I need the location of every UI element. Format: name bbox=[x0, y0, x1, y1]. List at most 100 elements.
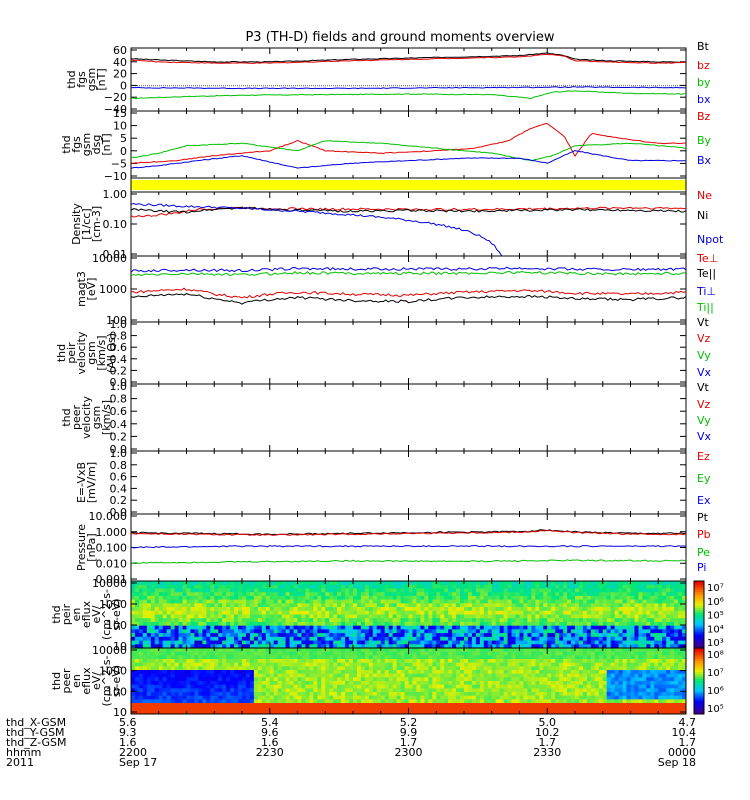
footer-row-label: hhmm bbox=[6, 746, 41, 759]
svg-text:[eV]: [eV] bbox=[85, 278, 98, 301]
svg-text:velocity: velocity bbox=[75, 331, 88, 374]
legend-entry: Vx bbox=[697, 366, 712, 379]
footer-value: Sep 18 bbox=[658, 756, 696, 769]
series-line bbox=[130, 86, 687, 90]
y-tick-label: 100 bbox=[106, 685, 127, 698]
svg-text:gsm: gsm bbox=[85, 341, 98, 364]
svg-text:sr-eV): sr-eV) bbox=[110, 598, 123, 630]
colorbar-tick: 10⁵ bbox=[707, 704, 724, 715]
footer-value: 1.6 bbox=[261, 736, 279, 749]
svg-text:Density: Density bbox=[70, 203, 83, 245]
svg-text:fgs: fgs bbox=[75, 71, 88, 88]
y-tick-label: 0.4 bbox=[110, 482, 128, 495]
series-line bbox=[130, 545, 687, 549]
legend-entry: Vx bbox=[697, 430, 712, 443]
y-tick-label: 1000 bbox=[99, 598, 127, 611]
panel-frame bbox=[130, 255, 687, 323]
footer-value: 2300 bbox=[395, 746, 423, 759]
panels: 6040200−20−40thdfgsgsm[nT]Btbzbybx151050… bbox=[50, 40, 724, 719]
svg-text:peir: peir bbox=[60, 603, 73, 625]
y-tick-label: 0.2 bbox=[110, 364, 128, 377]
series-line bbox=[130, 122, 687, 164]
legend-entry: Te⊥ bbox=[696, 252, 718, 265]
panel-frame bbox=[130, 513, 687, 582]
colorbar: 10⁷ 10⁶ 10⁵ 10⁴ 10³ bbox=[693, 580, 724, 649]
legend-entry: Vt bbox=[697, 381, 710, 394]
footer-value: 10.4 bbox=[672, 726, 697, 739]
panel-8: 10.0001.0000.1000.0100.001Pressure[nPa]P… bbox=[75, 510, 711, 586]
legend-entry: Ez bbox=[697, 450, 710, 463]
y-tick-label: 0.010 bbox=[96, 557, 128, 570]
svg-text:Pressure: Pressure bbox=[75, 524, 88, 571]
legend-entry: Ni bbox=[697, 209, 708, 222]
y-tick-label: 0.8 bbox=[110, 459, 128, 472]
series-line bbox=[130, 149, 687, 169]
colorbar-tick: 10⁷ bbox=[707, 668, 724, 679]
svg-text:[km/s]: [km/s] bbox=[95, 335, 108, 370]
legend-entry: bz bbox=[697, 59, 710, 72]
colorbar-tick: 10⁴ bbox=[707, 624, 724, 635]
svg-text:eflux: eflux bbox=[80, 600, 93, 628]
y-tick-label: 10.000 bbox=[89, 510, 128, 523]
legend-entry: Vt bbox=[697, 316, 710, 329]
legend-entry: By bbox=[697, 134, 712, 147]
svg-text:(All Qs): (All Qs) bbox=[105, 333, 118, 373]
colorbar-tick: 10⁶ bbox=[707, 597, 724, 608]
svg-text:peir: peir bbox=[65, 342, 78, 364]
spectrogram bbox=[131, 581, 687, 649]
legend-entry: Npot bbox=[697, 233, 724, 246]
footer-value: 4.7 bbox=[679, 716, 697, 729]
footer-value: 5.2 bbox=[400, 716, 418, 729]
colorbar-tick: 10⁸ bbox=[707, 650, 724, 661]
footer-value: 1.7 bbox=[400, 736, 418, 749]
y-tick-label: 1000 bbox=[99, 283, 127, 296]
y-tick-label: 0.01 bbox=[103, 248, 128, 261]
svg-text:thd: thd bbox=[60, 408, 73, 426]
figure-title: P3 (TH-D) fields and ground moments over… bbox=[245, 30, 554, 45]
legend-entry: Bt bbox=[697, 40, 710, 53]
legend-entry: Bx bbox=[697, 154, 712, 167]
svg-text:thd: thd bbox=[60, 135, 73, 153]
panel-frame bbox=[130, 321, 687, 385]
spectrogram bbox=[131, 648, 687, 715]
svg-text:peer: peer bbox=[70, 405, 83, 431]
y-tick-label: 40 bbox=[113, 56, 127, 69]
panel-frame bbox=[130, 383, 687, 452]
y-tick-label: 1.00 bbox=[103, 188, 128, 201]
y-tick-label: 0.6 bbox=[110, 471, 128, 484]
svg-text:[mV/m]: [mV/m] bbox=[85, 462, 98, 503]
y-tick-label: 20 bbox=[113, 68, 127, 81]
svg-text:eV/: eV/ bbox=[90, 605, 103, 623]
footer-row-label: 2011 bbox=[6, 756, 34, 769]
legend-entry: Pi bbox=[697, 561, 706, 574]
y-tick-label: 1.0 bbox=[110, 318, 128, 331]
y-tick-label: 1000 bbox=[99, 665, 127, 678]
panel-frame bbox=[130, 47, 687, 112]
legend-entry: Ti⊥ bbox=[696, 285, 716, 298]
y-tick-label: 15 bbox=[113, 107, 127, 120]
y-tick-label: 10 bbox=[113, 706, 127, 719]
svg-text:velocity: velocity bbox=[80, 396, 93, 439]
y-tick-label: 0.8 bbox=[110, 330, 128, 343]
legend-entry: Vy bbox=[697, 414, 711, 427]
svg-text:en: en bbox=[70, 608, 83, 622]
footer-value: 1.6 bbox=[119, 736, 137, 749]
svg-text:(cm^2-s-: (cm^2-s- bbox=[100, 589, 113, 640]
y-tick-label: −20 bbox=[104, 91, 127, 104]
svg-text:[nT]: [nT] bbox=[95, 68, 108, 90]
y-tick-label: −10 bbox=[104, 170, 127, 183]
svg-text:thd: thd bbox=[55, 344, 68, 362]
footer-value: 2330 bbox=[533, 746, 561, 759]
series-line bbox=[130, 559, 687, 564]
svg-text:[nT]: [nT] bbox=[100, 133, 113, 155]
svg-text:thd: thd bbox=[50, 605, 63, 623]
y-tick-label: 0.4 bbox=[110, 418, 128, 431]
legend-entry: Vz bbox=[697, 398, 711, 411]
